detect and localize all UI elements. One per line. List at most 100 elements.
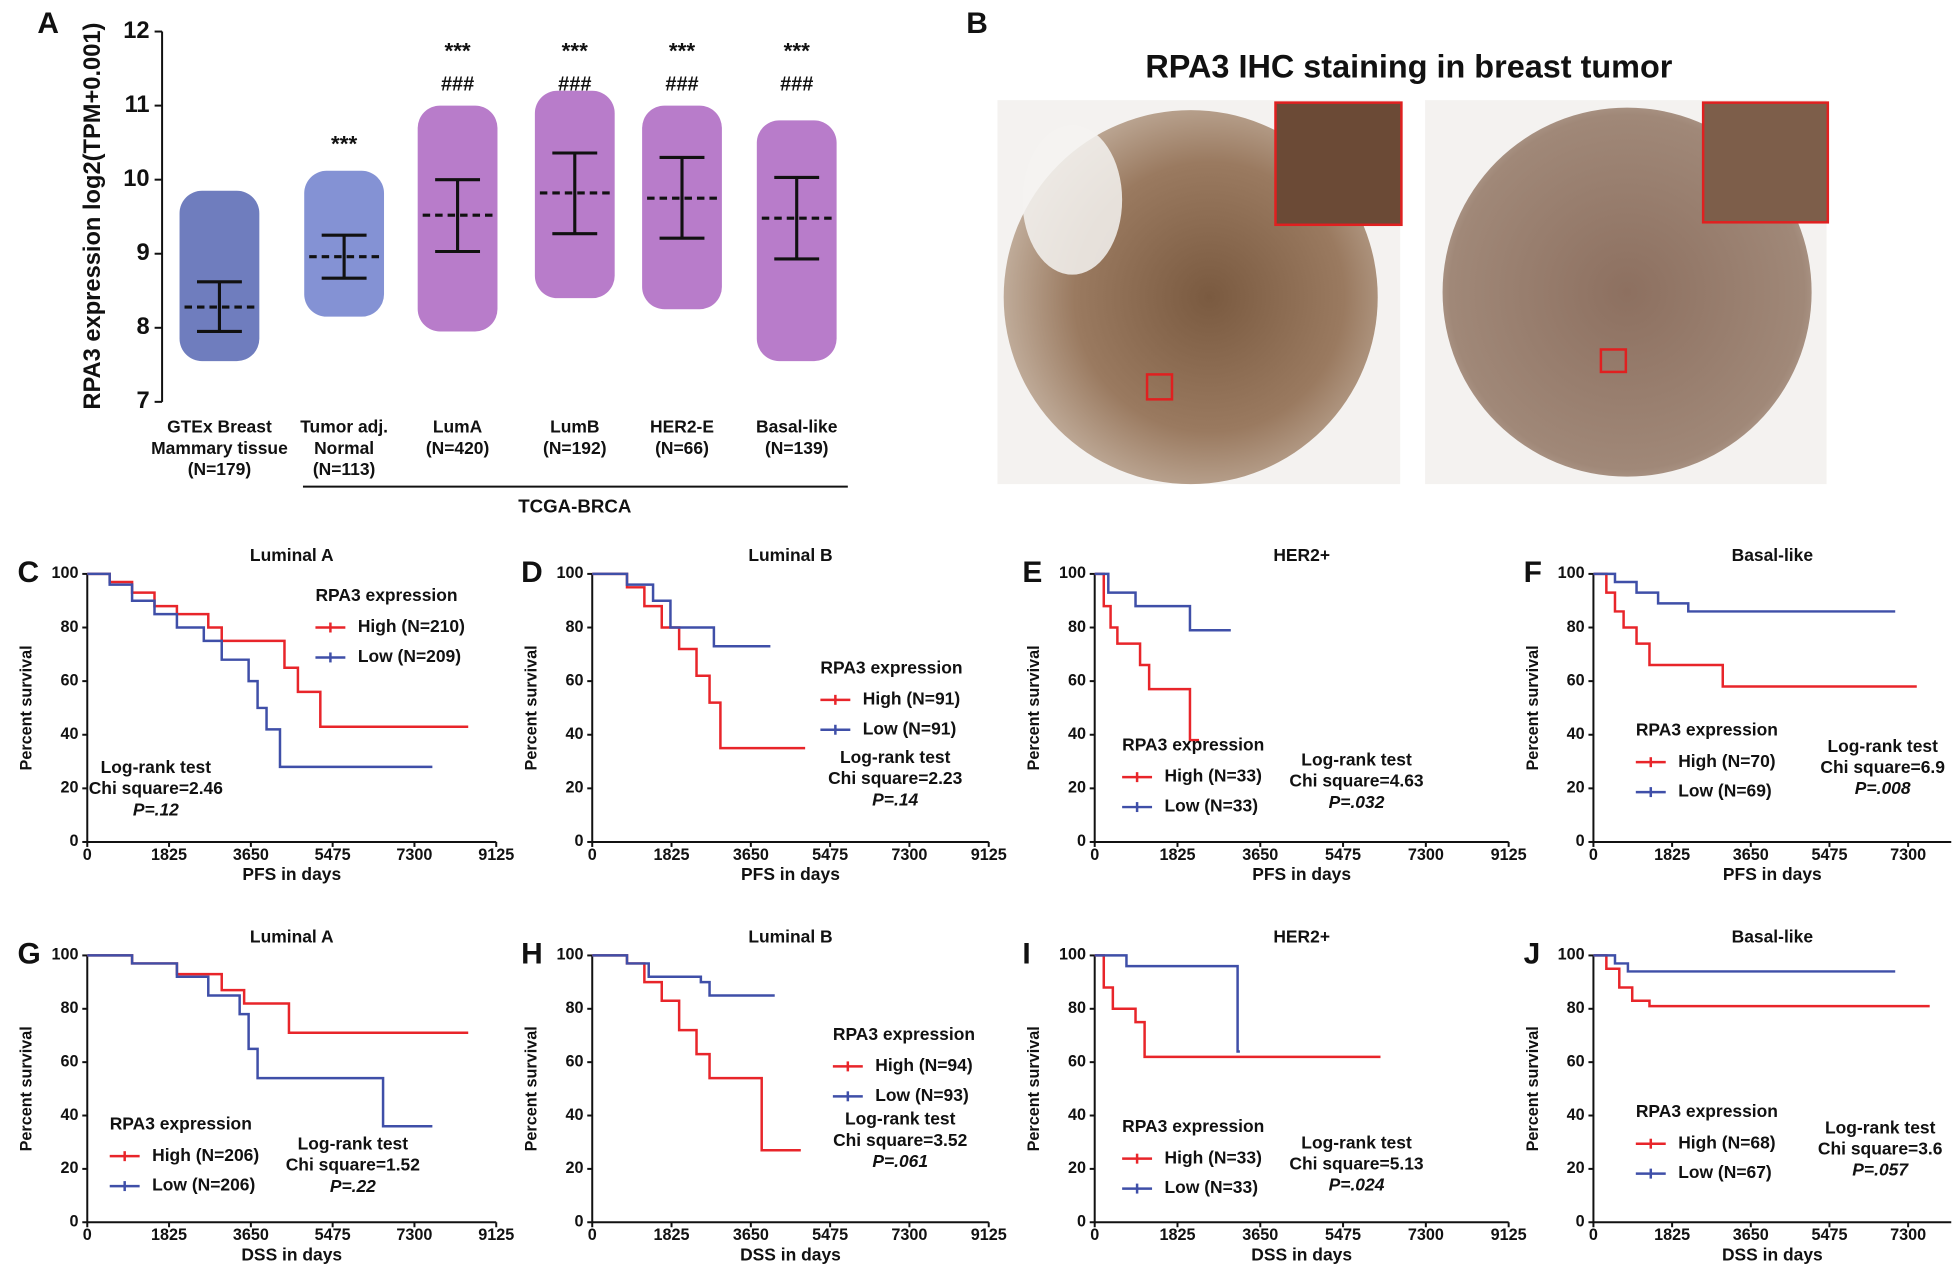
x-tick-label: 1825 (1159, 846, 1195, 864)
x-tick-label: 7300 (891, 846, 927, 864)
x-tick-label: 7300 (1408, 1226, 1444, 1244)
x-axis-label: DSS in days (1251, 1245, 1352, 1265)
x-tick-label: 9125 (478, 846, 514, 864)
x-tick-label: 3650 (733, 1226, 769, 1244)
stats-annotation: Chi square=4.63 (1289, 771, 1424, 791)
x-tick-label: 9125 (478, 1226, 514, 1244)
y-tick-label: 80 (565, 999, 583, 1017)
x-tick-label: 5475 (1325, 1226, 1361, 1244)
legend-label: High (N=91) (863, 688, 960, 708)
x-tick-label: 0 (83, 846, 92, 864)
y-tick-label: 40 (1567, 725, 1585, 743)
legend-label: High (N=33) (1165, 1147, 1262, 1167)
survival-curve (1094, 572, 1231, 632)
x-tick-label: 9125 (1491, 1226, 1527, 1244)
stats-annotation: Chi square=2.23 (828, 768, 963, 788)
significance-hash: ### (665, 73, 698, 95)
y-axis-label: Percent survival (18, 645, 36, 770)
y-tick-label: 0 (1576, 832, 1585, 850)
survival-curve (592, 572, 806, 750)
chart-title: Luminal A (250, 545, 334, 565)
x-tick-label: 3650 (1242, 846, 1278, 864)
chart-title: Basal-like (1732, 927, 1814, 947)
x-tick-label: 0 (1090, 1226, 1099, 1244)
y-axis-label: Percent survival (1524, 1026, 1542, 1151)
legend-label: High (N=206) (152, 1145, 259, 1165)
x-tick-label: 1825 (1159, 1226, 1195, 1244)
legend-title: RPA3 expression (833, 1024, 975, 1044)
stats-annotation: P=.14 (872, 789, 918, 809)
significance-hash: ### (441, 73, 474, 95)
legend-title: RPA3 expression (820, 657, 962, 677)
x-tick-label: 0 (588, 846, 597, 864)
x-tick-label: 9125 (971, 846, 1007, 864)
legend-title: RPA3 expression (110, 1114, 252, 1134)
y-tick-label: 80 (1567, 999, 1585, 1017)
x-tick-label: (N=66) (655, 438, 709, 458)
legend-title: RPA3 expression (1636, 720, 1778, 740)
y-tick-label: 0 (1077, 1213, 1086, 1231)
significance-star: *** (444, 39, 470, 64)
y-tick-label: 100 (1558, 946, 1585, 964)
x-tick-label: 7300 (396, 846, 432, 864)
y-tick-label: 20 (61, 779, 79, 797)
y-axis-label: Percent survival (523, 1026, 541, 1151)
y-tick-label: 40 (61, 725, 79, 743)
legend-label: Low (N=91) (863, 718, 957, 738)
x-tick-label: 5475 (315, 846, 351, 864)
legend-title: RPA3 expression (1636, 1101, 1778, 1121)
x-tick-label: 3650 (1733, 846, 1769, 864)
survival-curve (1593, 954, 1930, 1008)
significance-star: *** (331, 132, 357, 157)
y-tick-label: 80 (1068, 618, 1086, 636)
inset-marker-1 (1145, 373, 1174, 401)
stats-annotation: Log-rank test (840, 747, 951, 767)
y-tick-label: 0 (574, 832, 583, 850)
y-tick-label: 0 (1576, 1213, 1585, 1231)
ihc-images: B RPA3 IHC staining in breast tumor (966, 7, 1830, 485)
x-tick-label: 7300 (1890, 846, 1926, 864)
x-tick-label: Mammary tissue (151, 438, 288, 458)
x-tick-label: 3650 (1733, 1226, 1769, 1244)
y-tick-label: 100 (52, 946, 79, 964)
y-tick-label: 100 (52, 564, 79, 582)
panel-letter: G (17, 937, 40, 970)
y-tick-label: 80 (1567, 618, 1585, 636)
stats-annotation: P=.12 (133, 799, 179, 819)
stats-annotation: P=.22 (330, 1176, 376, 1196)
y-tick-label: 80 (61, 999, 79, 1017)
fat-region (1022, 125, 1123, 275)
stats-annotation: Log-rank test (1301, 750, 1412, 770)
y-tick-label: 60 (61, 1052, 79, 1070)
y-tick-label: 9 (136, 240, 149, 266)
legend-title: RPA3 expression (315, 585, 457, 605)
stats-annotation: Chi square=2.46 (89, 778, 224, 798)
y-tick-label: 100 (556, 564, 583, 582)
survival-curve (1094, 572, 1200, 742)
y-tick-label: 0 (70, 1213, 79, 1231)
x-axis-label: DSS in days (1722, 1245, 1823, 1265)
y-tick-label: 8 (136, 314, 149, 340)
x-axis-label: PFS in days (1723, 864, 1822, 884)
x-tick-label: 0 (83, 1226, 92, 1244)
y-tick-label: 20 (61, 1159, 79, 1177)
y-tick-label: 40 (565, 1106, 583, 1124)
x-tick-label: 1825 (654, 846, 690, 864)
x-tick-label: 5475 (1811, 846, 1847, 864)
panel-letter: C (17, 556, 39, 589)
survival-curve (592, 572, 771, 648)
y-tick-label: 40 (1068, 1106, 1086, 1124)
y-axis-label: Percent survival (1025, 645, 1043, 770)
x-tick-label: 1825 (654, 1226, 690, 1244)
x-tick-label: (N=420) (426, 438, 489, 458)
legend-label: High (N=68) (1678, 1132, 1775, 1152)
x-axis-label: DSS in days (740, 1245, 841, 1265)
group-label: TCGA-BRCA (518, 496, 631, 517)
significance-star: *** (669, 39, 695, 64)
y-tick-label: 20 (565, 779, 583, 797)
y-tick-label: 11 (125, 92, 150, 118)
legend-title: RPA3 expression (1122, 1116, 1264, 1136)
y-tick-label: 20 (1068, 779, 1086, 797)
y-tick-label: 12 (123, 18, 149, 44)
